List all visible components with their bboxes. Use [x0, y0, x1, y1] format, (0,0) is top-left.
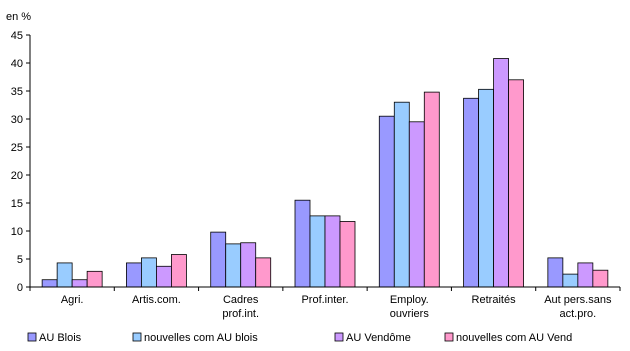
x-category-label-line: ouvriers: [390, 308, 430, 320]
bar: [408, 121, 425, 288]
x-axis: Agri. Artis.com. Cadres prof.int. Prof.inter…: [29, 286, 621, 320]
bar: [493, 58, 509, 288]
x-category-label: Prof.inter.: [301, 294, 348, 306]
y-tick-label: 20: [11, 170, 23, 182]
legend-label: AU Vendôme: [346, 332, 411, 344]
bar: [547, 257, 564, 288]
legend-swatch: [444, 332, 454, 342]
bar: [393, 101, 410, 288]
bar: [71, 279, 88, 288]
bar: [56, 262, 73, 288]
y-axis: 0 5 10 15 20 25 30 35 40 45: [11, 30, 31, 294]
x-category-label: Employ. ouvriers: [390, 294, 430, 320]
bar: [339, 221, 356, 288]
legend-swatch: [27, 332, 37, 342]
bar: [463, 97, 479, 288]
x-category-label-line: act.pro.: [560, 308, 597, 320]
y-tick-label: 25: [11, 142, 23, 154]
y-tick-label: 10: [11, 226, 23, 238]
x-category-label: Artis.com.: [132, 294, 181, 306]
x-category-label: Cadres prof.int.: [222, 294, 259, 320]
y-axis-unit-label: en %: [6, 11, 31, 23]
bar: [508, 79, 524, 288]
x-category-label-line: prof.int.: [222, 308, 259, 320]
y-tick-label: 0: [17, 282, 23, 294]
x-category-label: Retraités: [472, 294, 517, 306]
x-category-label-line: Prof.inter.: [301, 294, 348, 306]
bar: [86, 270, 103, 288]
bar: [171, 254, 187, 288]
legend-label: nouvelles com AU Vend: [456, 332, 572, 344]
y-tick-label: 45: [11, 30, 23, 42]
legend-label: AU Blois: [39, 332, 82, 344]
bar: [577, 262, 594, 288]
x-category-label-line: Artis.com.: [132, 294, 181, 306]
x-category-label-line: Employ.: [390, 294, 429, 306]
bar: [41, 279, 58, 288]
x-category-label: Agri.: [61, 294, 84, 306]
bar: [294, 199, 311, 288]
x-category-label-line: Cadres: [223, 294, 259, 306]
bar: [478, 88, 494, 288]
legend: AU Blois nouvelles com AU blois AU Vendôme…: [27, 332, 572, 344]
bar: [378, 115, 395, 288]
bar: [423, 91, 440, 288]
y-tick-label: 15: [11, 198, 23, 210]
y-tick-label: 5: [17, 254, 23, 266]
x-category-label: Aut pers.sans act.pro.: [544, 294, 612, 320]
bar: [126, 262, 142, 288]
bars: [41, 58, 609, 288]
bar: [309, 215, 326, 288]
x-category-label-line: Agri.: [61, 294, 84, 306]
legend-label: nouvelles com AU blois: [144, 332, 258, 344]
bar: [240, 242, 257, 288]
y-tick-label: 30: [11, 114, 23, 126]
bar: [141, 257, 157, 288]
x-category-label-line: Aut pers.sans: [544, 294, 612, 306]
bar: [255, 257, 272, 288]
bar: [562, 273, 579, 288]
bar: [225, 243, 242, 288]
y-tick-label: 35: [11, 86, 23, 98]
x-category-label-line: Retraités: [472, 294, 517, 306]
bar: [210, 231, 227, 288]
y-tick-label: 40: [11, 58, 23, 70]
bar: [156, 265, 172, 288]
legend-swatch: [132, 332, 142, 342]
bar: [324, 215, 341, 288]
bar: [592, 269, 609, 288]
legend-swatch: [334, 332, 344, 342]
